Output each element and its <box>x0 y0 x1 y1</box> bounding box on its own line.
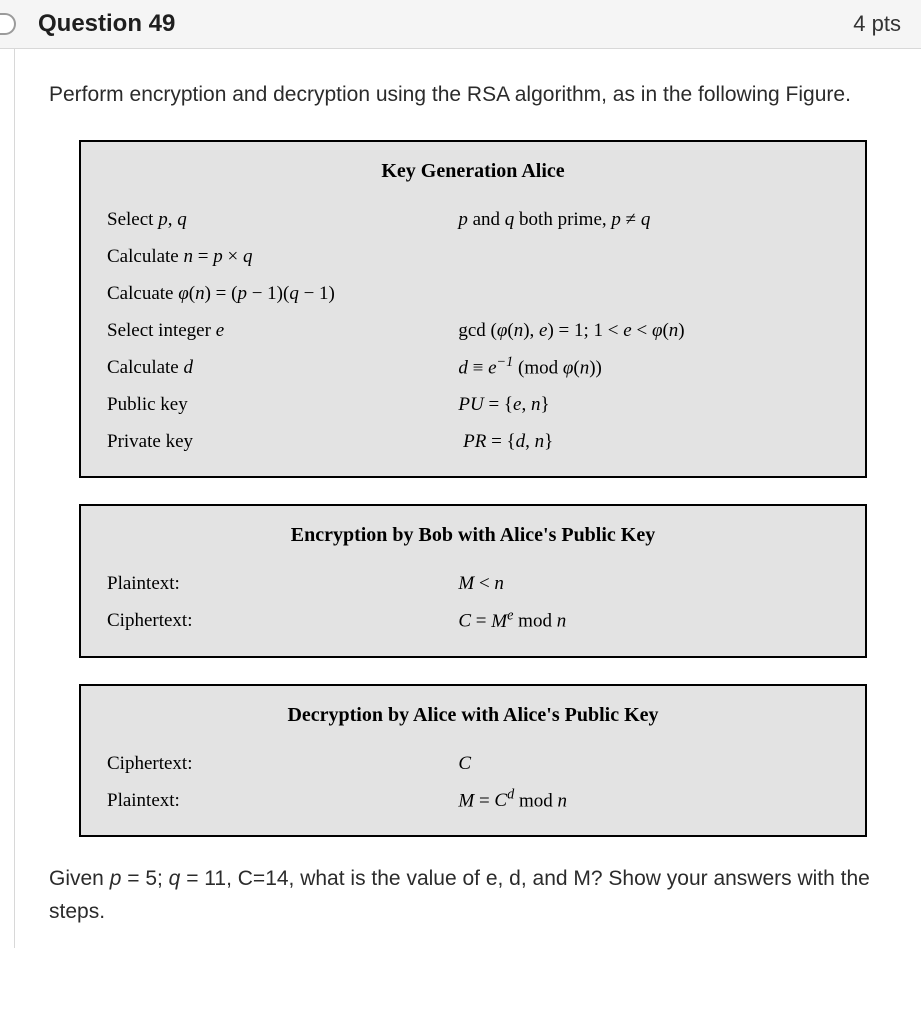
keygen-title: Key Generation Alice <box>107 160 839 183</box>
formula-row: Public keyPU = {e, n} <box>107 386 839 423</box>
formula-left: Calcuate φ(n) = (p − 1)(q − 1) <box>107 275 458 312</box>
formula-left: Private key <box>107 423 458 460</box>
formula-left: Calculate n = p × q <box>107 238 458 275</box>
decrypt-box: Decryption by Alice with Alice's Public … <box>79 684 867 837</box>
formula-right: p and q both prime, p ≠ q <box>458 201 839 238</box>
formula-row: Plaintext:M = Cd mod n <box>107 782 839 819</box>
formula-right: C = Me mod n <box>458 602 839 639</box>
formula-row: Calculate n = p × q <box>107 238 839 275</box>
formula-right: gcd (φ(n), e) = 1; 1 < e < φ(n) <box>458 312 839 349</box>
formula-row: Private key PR = {d, n} <box>107 423 839 460</box>
formula-left: Calculate d <box>107 349 458 386</box>
formula-row: Calcuate φ(n) = (p − 1)(q − 1) <box>107 275 839 312</box>
decrypt-title: Decryption by Alice with Alice's Public … <box>107 704 839 727</box>
keygen-rows: Select p, qp and q both prime, p ≠ qCalc… <box>107 201 839 461</box>
question-prompt: Perform encryption and decryption using … <box>49 79 887 112</box>
formula-row: Plaintext:M < n <box>107 565 839 602</box>
formula-row: Ciphertext:C = Me mod n <box>107 602 839 639</box>
formula-row: Select integer egcd (φ(n), e) = 1; 1 < e… <box>107 312 839 349</box>
formula-left: Plaintext: <box>107 782 458 819</box>
formula-right: M < n <box>458 565 839 602</box>
formula-left: Select integer e <box>107 312 458 349</box>
encrypt-rows: Plaintext:M < nCiphertext:C = Me mod n <box>107 565 839 639</box>
points-label: 4 pts <box>853 11 901 37</box>
formula-left: Ciphertext: <box>107 745 458 782</box>
formula-row: Select p, qp and q both prime, p ≠ q <box>107 201 839 238</box>
formula-right: PR = {d, n} <box>458 423 839 460</box>
formula-right: d ≡ e−1 (mod φ(n)) <box>458 349 839 386</box>
question-body: Perform encryption and decryption using … <box>14 49 921 948</box>
final-question: Given p = 5; q = 11, C=14, what is the v… <box>49 863 887 928</box>
question-title: Question 49 <box>38 10 853 38</box>
formula-left: Ciphertext: <box>107 602 458 639</box>
decrypt-rows: Ciphertext:CPlaintext:M = Cd mod n <box>107 745 839 819</box>
encrypt-title: Encryption by Bob with Alice's Public Ke… <box>107 524 839 547</box>
encrypt-box: Encryption by Bob with Alice's Public Ke… <box>79 504 867 657</box>
formula-right: M = Cd mod n <box>458 782 839 819</box>
formula-left: Public key <box>107 386 458 423</box>
bookmark-icon <box>0 13 16 35</box>
keygen-box: Key Generation Alice Select p, qp and q … <box>79 140 867 479</box>
formula-right <box>458 238 839 275</box>
formula-left: Select p, q <box>107 201 458 238</box>
question-header: Question 49 4 pts <box>0 0 921 49</box>
formula-row: Calculate dd ≡ e−1 (mod φ(n)) <box>107 349 839 386</box>
formula-right <box>458 275 839 312</box>
formula-right: PU = {e, n} <box>458 386 839 423</box>
formula-left: Plaintext: <box>107 565 458 602</box>
formula-right: C <box>458 745 839 782</box>
formula-row: Ciphertext:C <box>107 745 839 782</box>
